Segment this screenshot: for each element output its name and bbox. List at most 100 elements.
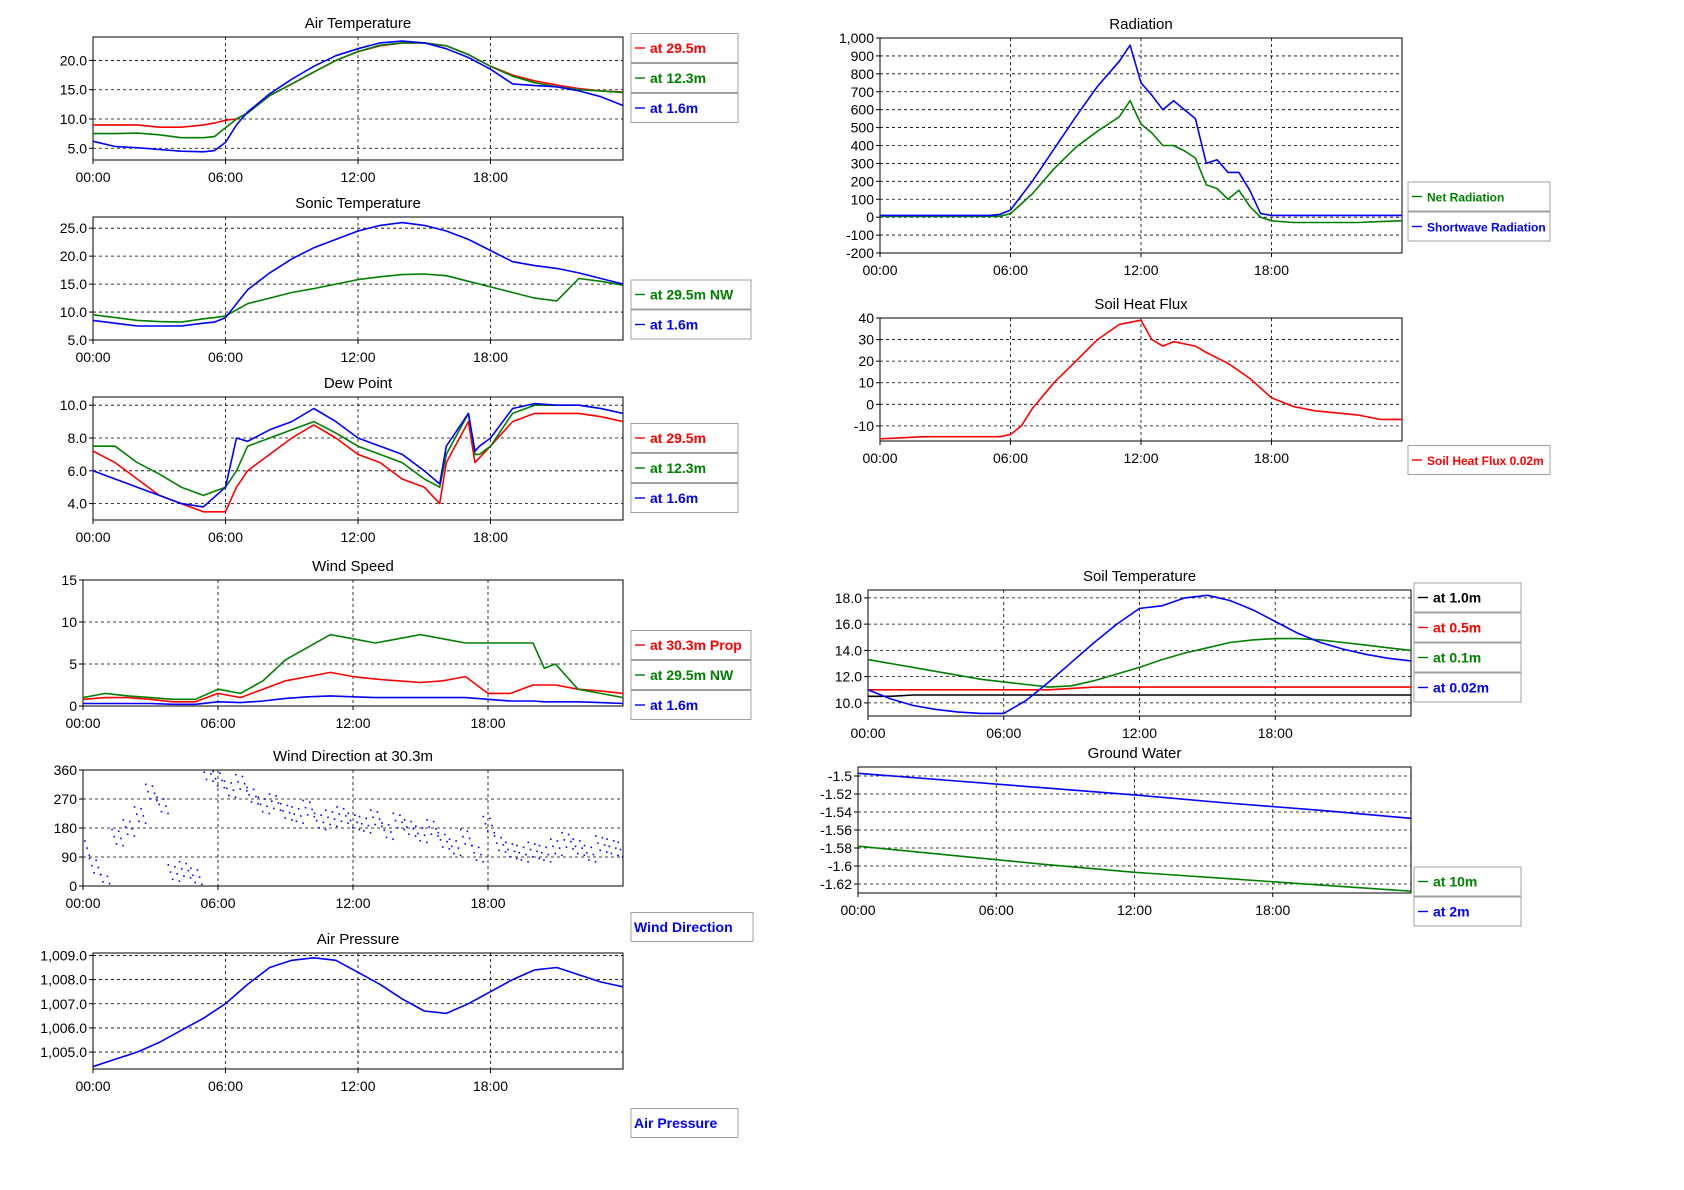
y-tick-label: 20	[858, 353, 874, 369]
data-point	[572, 838, 575, 840]
y-tick-label: -1.5	[828, 768, 852, 784]
data-point	[336, 806, 338, 808]
x-tick-label: 12:00	[1117, 902, 1152, 918]
data-point	[484, 822, 487, 825]
legend-box	[1413, 672, 1522, 703]
data-point	[594, 860, 597, 863]
data-point	[95, 859, 97, 862]
legend-box	[630, 309, 752, 340]
data-point	[383, 829, 386, 832]
data-point	[80, 846, 82, 848]
legend-box	[1413, 896, 1522, 927]
y-tick-label: 5.0	[68, 332, 88, 348]
chart-title: Soil Temperature	[1083, 568, 1196, 585]
chart-panel-soil-heat-flux: Soil Heat Flux -10 0 10 20 30 40 00:00 06:00 12:0…	[854, 296, 1551, 475]
y-tick-label: 0	[69, 878, 77, 894]
data-point	[493, 835, 496, 837]
data-point	[538, 857, 541, 860]
data-point	[522, 846, 525, 849]
data-point	[228, 794, 230, 797]
x-tick-label: 12:00	[340, 169, 375, 185]
legend-box	[1407, 181, 1551, 212]
data-point	[297, 807, 300, 810]
data-point	[396, 826, 399, 829]
data-point	[450, 845, 453, 848]
data-point	[415, 825, 417, 828]
data-point	[291, 819, 293, 821]
data-point	[489, 817, 491, 820]
y-tick-label: 600	[851, 102, 875, 118]
data-point	[250, 801, 253, 803]
data-point	[432, 820, 435, 823]
y-tick-label: 10.0	[60, 111, 87, 127]
data-point	[349, 819, 352, 822]
data-point	[232, 789, 235, 791]
data-point	[606, 851, 608, 853]
data-point	[165, 805, 167, 808]
data-point	[302, 822, 304, 824]
data-point	[178, 860, 181, 863]
x-tick-label: 12:00	[1123, 262, 1158, 278]
series-line-at 1.0m	[868, 694, 1411, 698]
data-point	[189, 877, 192, 879]
data-point	[322, 821, 325, 824]
data-point	[237, 781, 239, 783]
y-tick-label: 15.0	[60, 276, 87, 292]
data-point	[83, 852, 84, 855]
data-point	[511, 843, 514, 845]
data-point	[367, 824, 370, 827]
data-point	[282, 810, 284, 812]
data-point	[550, 838, 552, 840]
data-point	[176, 873, 178, 875]
data-point	[126, 833, 129, 835]
data-point	[536, 850, 538, 853]
data-point	[270, 800, 273, 803]
data-point	[288, 811, 291, 814]
data-point	[340, 820, 343, 823]
y-tick-label: 90	[61, 849, 77, 865]
data-point	[505, 841, 507, 844]
series-line-at 0.02m	[868, 594, 1411, 715]
y-tick-label: -1.52	[820, 786, 852, 802]
data-point	[417, 832, 419, 835]
data-point	[104, 888, 106, 890]
data-point	[441, 846, 444, 848]
data-point	[574, 845, 577, 848]
data-point	[437, 835, 439, 837]
series-line-Air Pressure	[93, 957, 623, 1068]
data-point	[122, 819, 125, 821]
data-point	[567, 833, 570, 836]
data-point	[327, 816, 329, 819]
y-tick-label: 1,005.0	[40, 1044, 87, 1060]
data-point	[212, 780, 214, 783]
data-point	[372, 816, 374, 819]
data-point	[145, 783, 147, 786]
x-tick-label: 18:00	[1254, 450, 1289, 466]
y-tick-label: 500	[851, 120, 875, 136]
data-point	[619, 848, 622, 851]
y-tick-label: -1.54	[820, 804, 852, 820]
data-point	[304, 806, 307, 809]
data-point	[255, 795, 257, 798]
data-point	[345, 815, 347, 817]
y-tick-label: 12.0	[835, 669, 862, 685]
data-point	[216, 785, 219, 787]
data-point	[279, 809, 282, 812]
legend: Wind Direction	[630, 912, 754, 942]
data-point	[144, 822, 147, 824]
data-point	[309, 801, 311, 804]
data-point	[306, 814, 309, 816]
y-tick-label: 1,006.0	[40, 1020, 87, 1036]
legend: at 29.5m at 12.3m at 1.6m	[630, 33, 739, 123]
chart-title: Radiation	[1109, 16, 1172, 33]
legend-box	[1413, 642, 1522, 673]
data-point	[446, 840, 448, 843]
y-tick-label: 20.0	[60, 248, 87, 264]
series-line-at 0.1m	[868, 637, 1411, 688]
data-point	[147, 790, 149, 793]
x-tick-label: 18:00	[1258, 725, 1293, 741]
data-point	[351, 826, 354, 829]
data-point	[423, 834, 426, 837]
x-tick-label: 00:00	[75, 1078, 110, 1094]
data-point	[426, 841, 428, 844]
